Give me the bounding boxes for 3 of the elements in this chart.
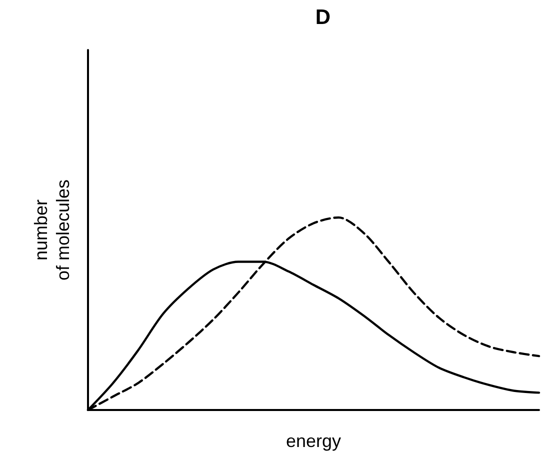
chart-title: D — [315, 6, 331, 29]
x-axis-title: energy — [286, 431, 342, 451]
y-axis-title: number of molecules — [31, 179, 73, 281]
